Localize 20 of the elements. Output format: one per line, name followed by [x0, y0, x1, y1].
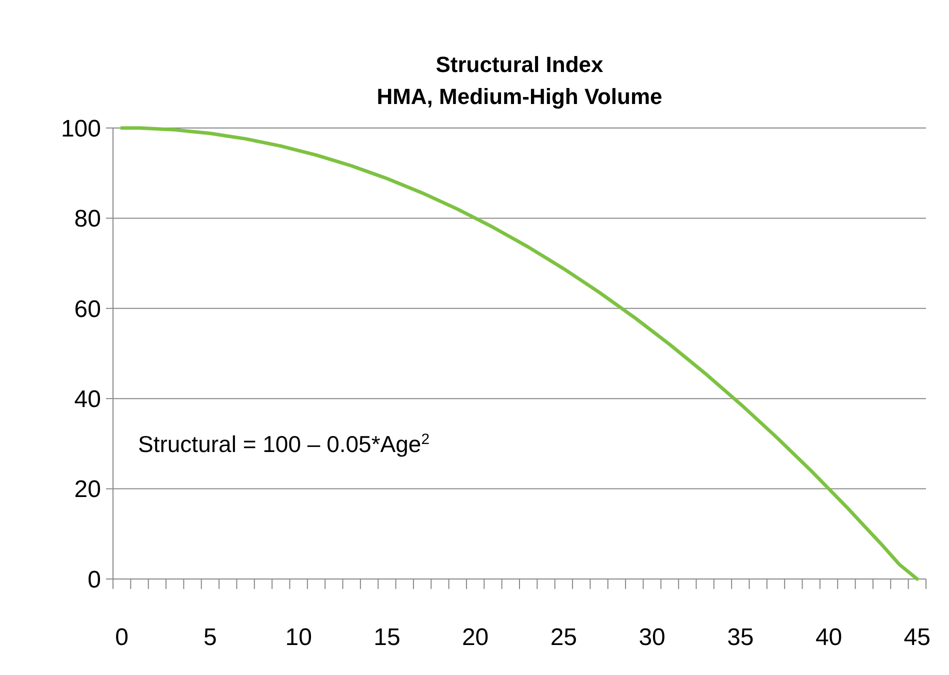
y-tick-label: 100: [60, 115, 101, 142]
y-tick-label: 80: [74, 206, 101, 233]
y-tick-label: 0: [88, 566, 101, 594]
annotation: Structural = 100 – 0.05*Age$^{2}$: [138, 430, 430, 457]
x-tick-label: 25: [550, 624, 578, 651]
x-tick-label: 40: [815, 624, 842, 651]
x-tick-label: 0: [115, 624, 129, 651]
x-tick-label: 10: [285, 624, 312, 651]
chart-title: Structural Index: [436, 52, 604, 77]
line-series: [120, 126, 919, 581]
x-tick-label: 15: [374, 624, 400, 651]
x-tick-label: 35: [727, 624, 754, 651]
chart-subtitle: HMA, Medium-High Volume: [376, 84, 662, 109]
x-tick-label: 45: [904, 624, 931, 651]
x-tick-label: 30: [638, 624, 666, 651]
x-tick-label: 5: [204, 624, 217, 651]
y-tick-label: 40: [74, 386, 101, 413]
x-tick-label: 20: [462, 624, 489, 651]
y-tick-label: 60: [74, 296, 101, 323]
y-tick-label: 20: [74, 476, 101, 504]
